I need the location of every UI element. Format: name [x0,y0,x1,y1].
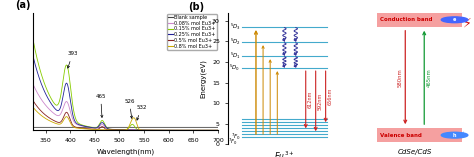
Text: $^5D_1$: $^5D_1$ [229,51,241,61]
Text: 526: 526 [124,98,135,118]
Circle shape [441,132,468,138]
Text: $^7F_0$: $^7F_0$ [230,132,241,142]
Text: $^7F_0$: $^7F_0$ [228,137,238,147]
Text: $Eu^{3+}$: $Eu^{3+}$ [274,150,295,157]
Text: -: - [462,16,464,21]
Text: $^5D_2$: $^5D_2$ [229,37,241,47]
Text: (b): (b) [188,2,204,12]
Text: 592nm: 592nm [318,92,322,110]
Y-axis label: Energy(eV): Energy(eV) [200,59,207,98]
Text: 465: 465 [95,94,106,117]
Text: 656nm: 656nm [328,88,332,105]
Text: Valence band: Valence band [380,133,421,138]
Text: (a): (a) [15,0,30,10]
Circle shape [441,17,468,23]
X-axis label: Wavelength(nm): Wavelength(nm) [97,149,155,155]
Text: 612nm: 612nm [308,91,312,108]
Text: 393: 393 [67,51,78,68]
Text: $^5D_3$: $^5D_3$ [229,22,241,32]
Bar [377,13,462,27]
Text: 580nm: 580nm [398,68,403,87]
Text: e: e [453,17,456,22]
Text: +: + [461,131,465,136]
Bar [377,128,462,142]
Text: h: h [453,133,456,138]
Text: 465nm: 465nm [427,68,431,87]
Text: $^5D_0$: $^5D_0$ [229,63,241,73]
Text: CdSe/CdS: CdSe/CdS [398,149,432,155]
Text: ⚡: ⚡ [464,16,472,29]
Legend: Blank sample, 0.08% mol Eu3+, 0.15% mol Eu3+, 0.25% mol Eu3+, 0.5% mol Eu3+, 0.8: Blank sample, 0.08% mol Eu3+, 0.15% mol … [166,14,217,50]
Text: 532: 532 [137,105,147,120]
Text: Conduction band: Conduction band [380,17,432,22]
